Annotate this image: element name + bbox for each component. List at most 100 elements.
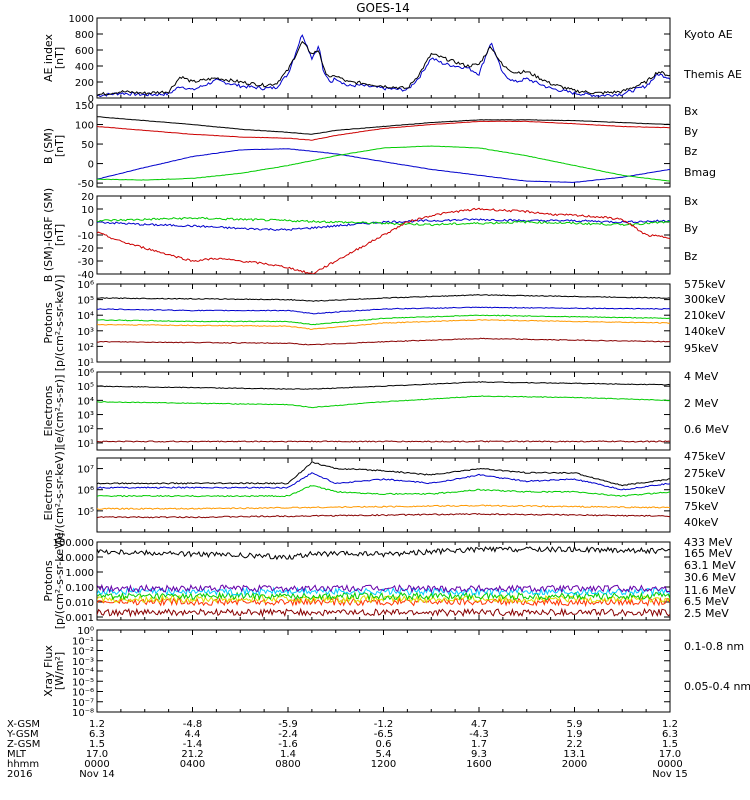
legend-entry: 0.05-0.4 nm [684, 680, 750, 693]
y-axis-label: Protons [42, 302, 55, 343]
legend-entry: 6.5 MeV [684, 595, 729, 608]
x-row-value: 6.3 [89, 729, 105, 740]
series-line-bx [97, 218, 670, 232]
y-axis-label: Protons [42, 560, 55, 601]
y-tick-label: 10⁻⁷ [72, 698, 94, 709]
legend-entry: Bx [684, 195, 699, 208]
panel-frame [96, 195, 671, 275]
legend-entry: 40keV [684, 516, 719, 529]
panel-2: -40 -30 -20 -10 0 10 20 B (SM)-IGRF (SM)[nT] Bx B… [42, 188, 699, 282]
x-row-value: 0000 [84, 759, 109, 770]
panel-frame [96, 17, 671, 99]
legend-entry: 275keV [684, 467, 726, 480]
y-tick-label: 10⁻⁶ [72, 688, 94, 699]
y-tick-label: 10⁶ [77, 368, 94, 379]
x-row-value: 1.4 [280, 749, 296, 760]
y-tick-label: -50 [78, 179, 94, 190]
x-row-value: 4.7 [471, 719, 487, 730]
series-line-bx [97, 148, 670, 183]
y-tick-label: 0 [88, 160, 94, 171]
x-row-value: -6.5 [374, 729, 394, 740]
y-axis-label: [e/(cm²-s-sr)] [53, 375, 66, 448]
legend-entry: 165 MeV [684, 547, 733, 560]
x-row-value: 1.5 [89, 739, 105, 750]
series-line-63-1-mev [97, 593, 670, 604]
x-row-value: -1.4 [183, 739, 203, 750]
y-tick-label: 10⁴ [77, 396, 94, 407]
y-tick-label: 10.000 [59, 553, 94, 564]
y-axis-label: B (SM) [42, 128, 55, 164]
legend-entry: 2.5 MeV [684, 607, 729, 620]
y-tick-label: 10⁻¹ [72, 636, 94, 647]
series-line-0-6-mev [97, 381, 670, 390]
y-tick-label: 50 [81, 140, 94, 151]
x-row-value: 1200 [371, 759, 396, 770]
series-line-bmag [97, 116, 670, 135]
y-tick-label: -40 [78, 270, 94, 281]
y-tick-label: 10³ [77, 327, 94, 338]
x-row-value: 1.5 [662, 739, 678, 750]
legend-entry: 433 MeV [684, 536, 733, 549]
x-row-value: 17.0 [86, 749, 108, 760]
panel-0: 0 200 400 600 800 1000 AE index[nT] Kyoto AE The… [42, 14, 742, 105]
x-row-label: Z-GSM [7, 739, 40, 750]
y-tick-label: -30 [78, 257, 94, 268]
y-axis-label: [p/(cm²-s-sr-keV)] [53, 275, 66, 372]
series-line-2-mev [97, 395, 670, 409]
chart-title: GOES-14 [356, 1, 410, 15]
legend-entry: Bx [684, 105, 699, 118]
x-row-value: 1.7 [471, 739, 487, 750]
x-row-value: 0000 [657, 759, 682, 770]
series-line-275kev [97, 504, 670, 511]
y-tick-label: 0.001 [65, 613, 94, 624]
y-tick-label: 0 [88, 94, 94, 105]
y-tick-label: 10⁻⁴ [72, 667, 94, 678]
series-line-bz [97, 120, 670, 141]
x-row-label: hhmm [7, 759, 39, 770]
y-tick-label: -10 [78, 231, 94, 242]
y-axis-label: Electrons [42, 469, 55, 520]
y-tick-label: 10¹ [77, 358, 94, 369]
y-tick-label: 10⁻⁵ [72, 677, 94, 688]
legend-entry: 11.6 MeV [684, 584, 736, 597]
x-row-value: 4.4 [185, 729, 201, 740]
legend-entry: 575keV [684, 278, 726, 291]
y-tick-label: 0 [88, 218, 94, 229]
x-row-label: X-GSM [7, 719, 40, 730]
series-line-by [97, 216, 670, 227]
y-tick-label: 1.000 [65, 568, 94, 579]
x-row-value: Nov 14 [79, 769, 114, 780]
series-line-150kev [97, 485, 670, 498]
series-line-2-5-mev [97, 545, 670, 561]
x-row-label: 2016 [7, 769, 32, 780]
legend-entry: 475keV [684, 450, 726, 463]
legend-entry: 30.6 MeV [684, 571, 736, 584]
x-row-value: 2.2 [567, 739, 583, 750]
y-tick-label: 600 [75, 46, 94, 57]
panel-frame [96, 104, 671, 188]
x-axis-table: X-GSM 1.2 -4.8 -5.9 -1.2 4.7 5.9 1.2 Y-GSM 6.3 4.4… [6, 719, 688, 780]
legend-entry: 0.6 MeV [684, 423, 729, 436]
x-row-value: -2.4 [278, 729, 298, 740]
panel-5: 10⁵ 10⁶ 10⁷ Electrons[e/(cm²-s-sr-keV)] 475k… [42, 447, 726, 543]
y-tick-label: -20 [78, 244, 94, 255]
y-axis-label: B (SM)-IGRF (SM) [42, 188, 55, 282]
legend-entry: 75keV [684, 500, 719, 513]
series-line-140kev [97, 306, 670, 315]
y-tick-label: 10 [81, 205, 94, 216]
y-tick-label: 10⁰ [77, 626, 94, 637]
x-row-value: 1.2 [89, 719, 105, 730]
legend-entry: Bmag [684, 166, 716, 179]
series-line-30-6-mev [97, 591, 670, 602]
series-line-by [97, 145, 670, 182]
x-row-label: MLT [7, 749, 27, 760]
y-axis-label: [nT] [53, 135, 66, 157]
y-tick-label: 10³ [77, 411, 94, 422]
series-line-6-5-mev [97, 583, 670, 594]
legend-entry: 210keV [684, 309, 726, 322]
y-tick-label: 20 [81, 192, 94, 203]
y-tick-label: 100.000 [53, 538, 94, 549]
x-row-value: -4.8 [183, 719, 203, 730]
